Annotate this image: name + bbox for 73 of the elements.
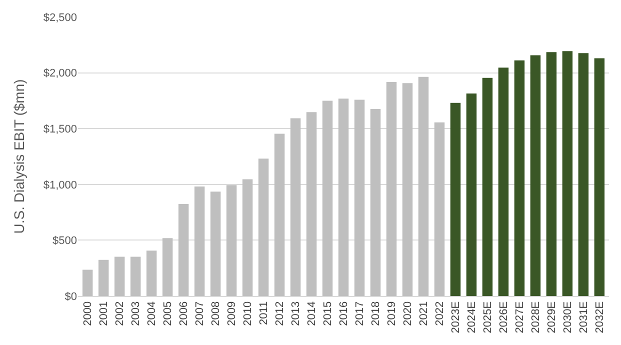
bar <box>562 51 573 296</box>
bar <box>466 93 477 296</box>
bar <box>594 58 605 296</box>
y-tick-label: $2,000 <box>43 68 77 80</box>
bar <box>162 238 173 296</box>
bar <box>130 256 141 296</box>
bar <box>306 112 317 296</box>
x-tick-label: 2017 <box>354 301 366 326</box>
x-tick-label: 2029E <box>546 301 558 334</box>
bar <box>338 98 349 296</box>
bar <box>322 100 333 296</box>
bar <box>114 256 125 296</box>
x-tick-label: 2012 <box>274 301 286 326</box>
bar <box>98 260 109 296</box>
x-tick-label: 2018 <box>370 301 382 326</box>
bar <box>482 78 493 296</box>
bar <box>434 122 445 296</box>
bar <box>274 134 285 296</box>
x-tick-label: 2031E <box>578 301 590 334</box>
y-tick-label: $2,500 <box>43 12 77 24</box>
x-tick-label: 2004 <box>146 301 158 326</box>
bar <box>370 108 381 296</box>
bar <box>546 52 557 296</box>
x-tick-label: 2010 <box>242 301 254 326</box>
x-tick-label: 2022 <box>434 301 446 326</box>
x-tick-label: 2015 <box>322 301 334 326</box>
bar <box>354 100 365 296</box>
x-tick-label: 2032E <box>594 301 606 334</box>
bar <box>498 68 509 296</box>
x-tick-label: 2003 <box>130 301 142 326</box>
x-tick-label: 2013 <box>290 301 302 326</box>
x-tick-label: 2011 <box>258 301 270 326</box>
bar <box>242 179 253 296</box>
bar <box>450 102 461 296</box>
bar <box>386 82 397 296</box>
x-tick-label: 2009 <box>226 301 238 326</box>
bar <box>402 83 413 296</box>
x-tick-label: 2006 <box>178 301 190 326</box>
bar <box>82 270 93 296</box>
x-tick-label: 2028E <box>530 301 542 334</box>
x-tick-label: 2016 <box>338 301 350 326</box>
x-tick-label: 2026E <box>498 301 510 334</box>
x-tick-label: 2019 <box>386 301 398 326</box>
x-tick-label: 2005 <box>162 301 174 326</box>
y-tick-label: $500 <box>52 235 77 248</box>
bar <box>210 192 221 296</box>
x-tick-label: 2007 <box>194 301 206 326</box>
bar <box>226 185 237 296</box>
bar <box>258 158 269 296</box>
x-tick-label: 2021 <box>418 301 430 326</box>
y-tick-label: $1,500 <box>43 123 77 136</box>
x-tick-label: 2008 <box>210 301 222 326</box>
bar <box>578 53 589 296</box>
bar <box>194 186 205 296</box>
bar <box>418 76 429 296</box>
x-tick-label: 2000 <box>82 301 94 326</box>
x-tick-label: 2001 <box>98 301 110 326</box>
y-axis-title: U.S. Dialysis EBIT ($mn) <box>10 79 27 234</box>
bar <box>514 60 525 296</box>
x-tick-label: 2014 <box>306 301 318 326</box>
x-tick-label: 2023E <box>450 301 462 334</box>
bar <box>530 55 541 296</box>
x-tick-label: 2002 <box>114 301 126 326</box>
bar <box>178 204 189 296</box>
x-tick-label: 2025E <box>482 301 494 334</box>
x-tick-label: 2030E <box>562 301 574 334</box>
bar <box>146 250 157 296</box>
bar <box>290 118 301 296</box>
x-tick-label: 2027E <box>514 301 526 334</box>
y-tick-label: $0 <box>64 290 77 303</box>
x-tick-label: 2020 <box>402 301 414 326</box>
x-tick-label: 2024E <box>466 301 478 334</box>
y-tick-label: $1,000 <box>43 179 77 192</box>
